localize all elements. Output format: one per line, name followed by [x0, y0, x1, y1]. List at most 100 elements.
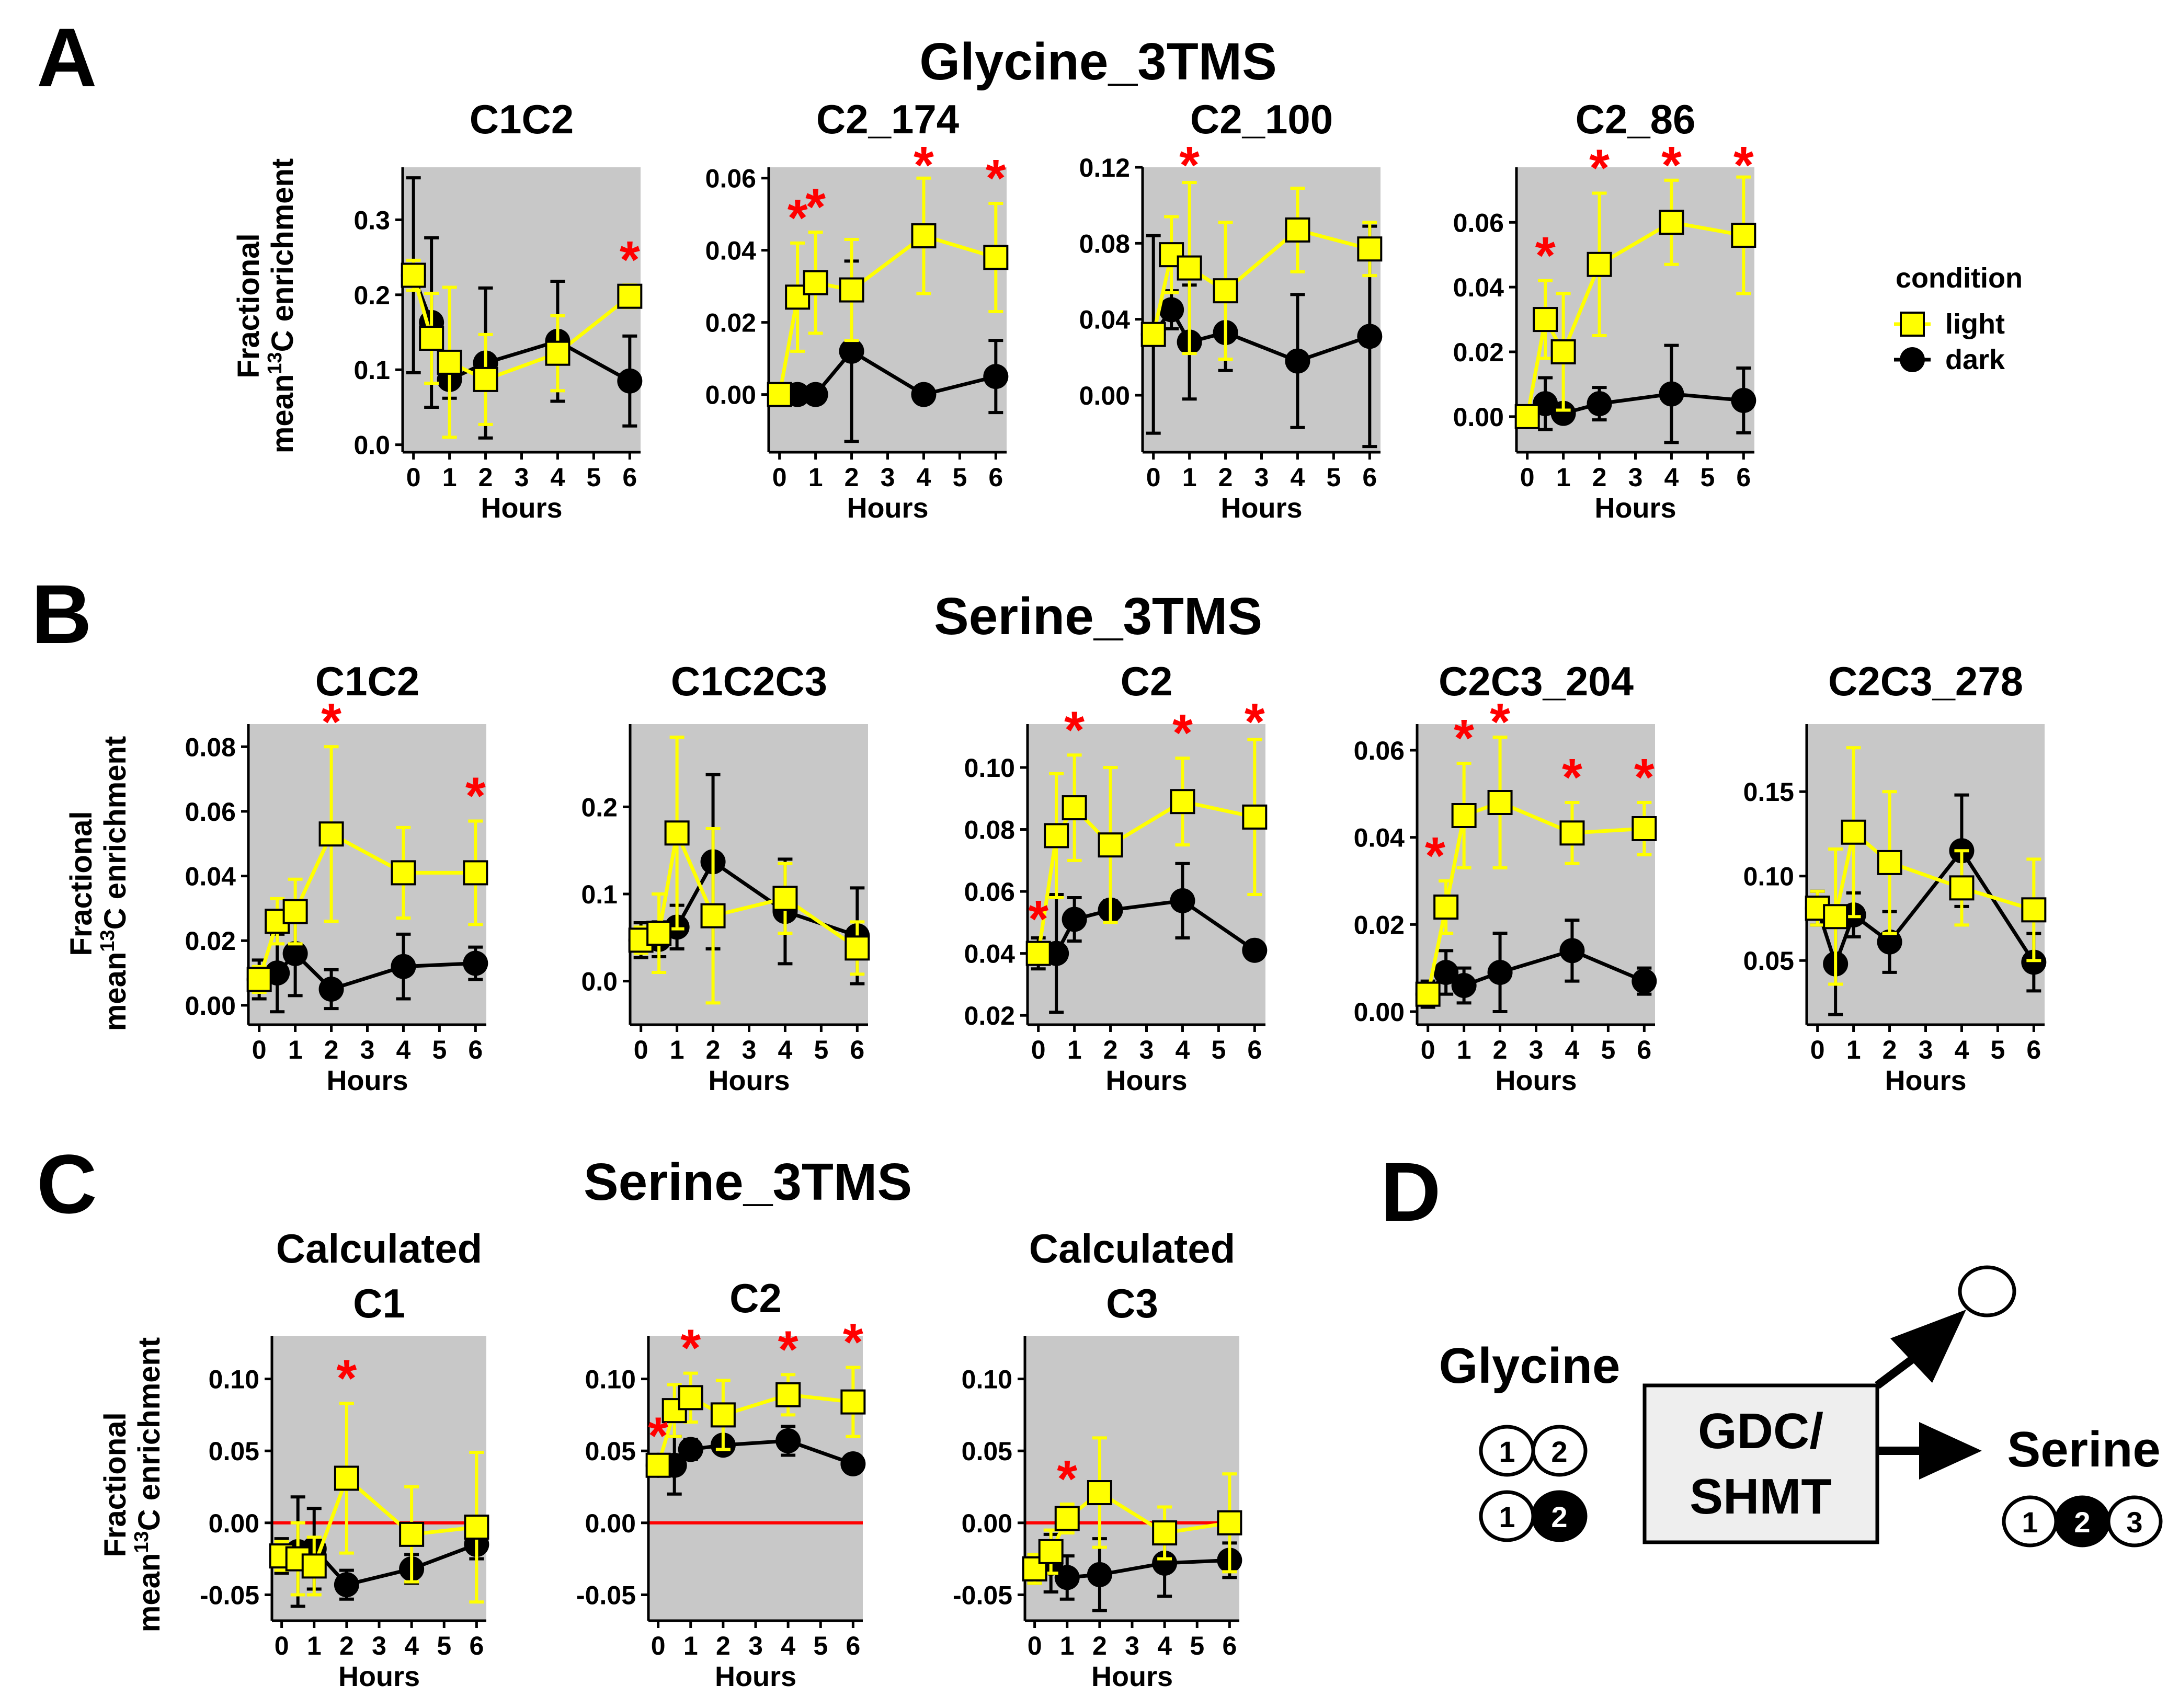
x-tick-label: 4 — [778, 1035, 793, 1064]
x-tick-label: 4 — [1565, 1035, 1580, 1064]
x-tick-label: 6 — [846, 1631, 860, 1660]
x-tick-label: 0 — [1520, 463, 1535, 492]
light-data-point — [545, 340, 571, 366]
light-data-point — [983, 245, 1009, 270]
light-data-point — [473, 366, 498, 392]
light-data-point — [1054, 1506, 1080, 1531]
plot-area — [630, 724, 868, 1025]
significance-star: * — [648, 1406, 668, 1465]
y-tick-label: 0.00 — [1453, 403, 1504, 432]
light-data-point — [1062, 795, 1087, 821]
y-tick-label: 0.04 — [1354, 823, 1405, 853]
x-tick-label: 0 — [772, 463, 787, 492]
y-tick-label: 0.08 — [185, 732, 236, 762]
light-data-point — [664, 820, 690, 846]
significance-star: * — [986, 149, 1006, 208]
light-data-point — [419, 326, 444, 351]
light-data-point — [437, 349, 462, 375]
x-tick-label: 3 — [1919, 1035, 1933, 1064]
x-tick-label: 4 — [1157, 1631, 1172, 1660]
dark-data-point — [1433, 960, 1459, 985]
panel-b-c1c2c3: C1C2C3 0.0 0.1 0.2 0 1 2 3 4 5 6 Hours — [581, 658, 870, 1096]
significance-star: * — [680, 1319, 701, 1378]
x-tick-label: 6 — [469, 1631, 484, 1660]
y-tick-label: 0.2 — [581, 793, 618, 822]
x-axis-title: Hours — [481, 492, 562, 524]
section-title-c: Serine_3TMS — [584, 1153, 912, 1211]
legend-title: condition — [1896, 262, 2023, 294]
legend-light-label: light — [1945, 308, 2005, 340]
y-tick-label: 0.00 — [185, 991, 236, 1021]
x-tick-label: 2 — [1218, 463, 1233, 492]
dark-data-point — [1587, 391, 1612, 417]
glycine-atom-1-labeled-label: 1 — [1499, 1500, 1515, 1533]
x-tick-label: 5 — [1190, 1631, 1204, 1660]
light-data-point — [1098, 832, 1123, 858]
dark-data-point — [1087, 1562, 1112, 1587]
glycine-atom-2-labeled — [1531, 1490, 1588, 1542]
dark-data-point — [803, 382, 828, 407]
x-tick-label: 5 — [1990, 1035, 2005, 1064]
dark-data-point — [775, 1428, 801, 1453]
x-tick-label: 5 — [437, 1631, 451, 1660]
x-tick-label: 5 — [814, 1035, 828, 1064]
section-label-a: A — [37, 10, 97, 104]
x-tick-label: 5 — [1211, 1035, 1226, 1064]
x-tick-label: 2 — [478, 463, 493, 492]
significance-star: * — [1028, 890, 1048, 948]
x-tick-label: 0 — [275, 1631, 289, 1660]
x-axis-title: Hours — [326, 1065, 408, 1096]
significance-star: * — [1425, 827, 1445, 885]
panel-title: C2C3_278 — [1828, 658, 2023, 704]
significance-star: * — [1064, 701, 1085, 759]
y-tick-label: 0.00 — [705, 381, 756, 410]
panel-b-c2c3-204: C2C3_204 0.00 0.02 0.04 0.06 0 1 2 3 4 5 6 Hours * * * *… — [1354, 658, 1657, 1096]
light-data-point — [646, 921, 672, 946]
x-tick-label: 4 — [396, 1035, 411, 1064]
y-tick-label: 0.06 — [705, 164, 756, 193]
light-data-point — [785, 284, 811, 310]
panel-title: C2 — [1121, 658, 1173, 704]
y-axis-label-line2: mean13C enrichment — [131, 1337, 166, 1632]
serine-atoms: 1 2 3 — [2002, 1495, 2163, 1547]
y-tick-label: 0.06 — [185, 797, 236, 827]
dark-data-point — [282, 941, 308, 966]
significance-star: * — [1634, 748, 1655, 807]
x-tick-label: 6 — [1247, 1035, 1262, 1064]
dark-data-point — [334, 1572, 359, 1598]
x-tick-label: 0 — [651, 1631, 666, 1660]
x-tick-label: 3 — [1139, 1035, 1154, 1064]
light-data-point — [1170, 789, 1195, 815]
dark-data-point — [840, 1451, 866, 1476]
plot-area — [403, 167, 641, 452]
x-axis-title: Hours — [1885, 1065, 1966, 1096]
light-data-point — [1514, 404, 1540, 429]
dark-data-point — [1632, 968, 1657, 994]
x-tick-label: 5 — [586, 463, 601, 492]
light-data-point — [678, 1385, 703, 1411]
panel-title: C2C3_204 — [1439, 658, 1634, 704]
x-tick-label: 1 — [288, 1035, 303, 1064]
x-tick-label: 3 — [748, 1631, 763, 1660]
x-tick-label: 1 — [1060, 1631, 1075, 1660]
light-data-point — [1587, 251, 1612, 277]
y-tick-label: 0.02 — [964, 1001, 1015, 1030]
dark-data-point — [1559, 938, 1585, 964]
x-axis-title: Hours — [1091, 1661, 1173, 1692]
y-tick-label: 0.3 — [353, 205, 390, 235]
y-tick-label: 0.04 — [1079, 305, 1131, 335]
panel-title: C2 — [729, 1275, 782, 1321]
light-data-point — [301, 1553, 327, 1579]
y-tick-label: 0.08 — [1079, 229, 1130, 258]
y-tick-label: 0.00 — [1079, 381, 1130, 410]
arrow-to-co2-head — [1890, 1310, 1966, 1383]
light-data-point — [1140, 322, 1166, 347]
panel-title: C1C2 — [315, 658, 419, 704]
light-data-point — [845, 935, 870, 961]
light-data-point — [1285, 217, 1310, 243]
x-tick-label: 1 — [670, 1035, 684, 1064]
x-tick-label: 0 — [1810, 1035, 1825, 1064]
x-tick-label: 2 — [1883, 1035, 1897, 1064]
